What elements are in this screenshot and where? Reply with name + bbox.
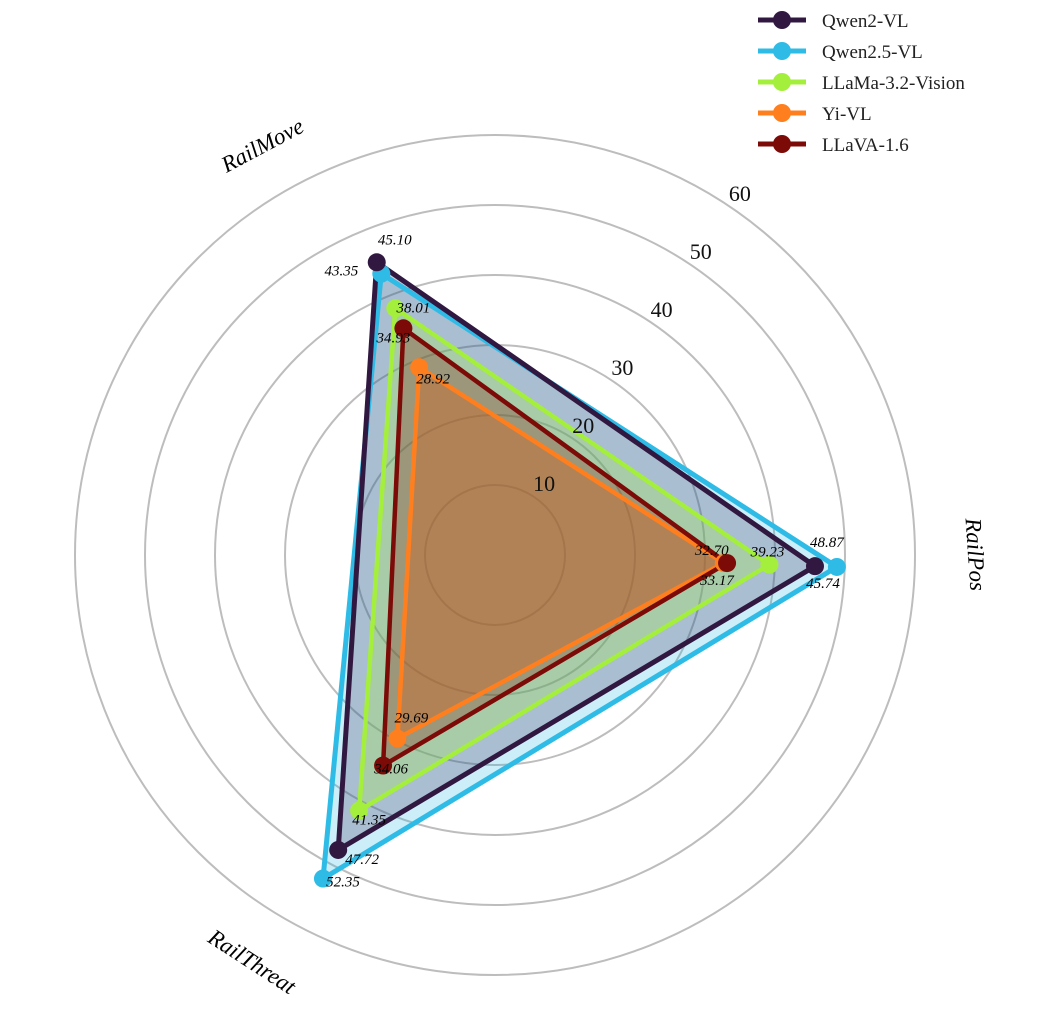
legend-label: LLaVA-1.6 xyxy=(822,135,909,156)
data-label: 48.87 xyxy=(810,535,845,551)
data-label: 28.92 xyxy=(416,371,450,387)
data-point-qwen2-vl-railpos xyxy=(805,557,824,576)
axis-label-railthreat: RailThreat xyxy=(203,924,301,1000)
grid-ring xyxy=(214,274,776,836)
data-label: 45.10 xyxy=(378,232,412,248)
series-line-yi-vl xyxy=(394,363,729,743)
data-label: 34.06 xyxy=(373,762,408,778)
data-label: 47.72 xyxy=(345,852,379,868)
series-line-layer xyxy=(320,257,842,884)
data-point-yi-vl-railmove xyxy=(410,358,429,377)
data-label: 29.69 xyxy=(395,711,429,727)
radial-tick-label: 60 xyxy=(729,181,751,206)
radial-tick-label: 40 xyxy=(651,297,673,322)
series-line-llava-1-6 xyxy=(380,324,732,770)
legend-marker xyxy=(773,135,791,153)
axis-label-railpos: RailPos xyxy=(960,516,990,591)
radial-tick-label: 10 xyxy=(533,471,555,496)
legend-label: Qwen2.5-VL xyxy=(822,42,923,63)
data-point-qwen2-vl-railthreat xyxy=(329,840,348,859)
legend-label: Qwen2-VL xyxy=(822,11,909,32)
data-label: 32.70 xyxy=(694,543,729,559)
data-point-llava-1-6-railpos xyxy=(718,554,737,573)
legend-item: Yi-VL xyxy=(758,104,872,125)
series-line-llama-3-2-vision xyxy=(356,304,774,815)
legend-label: Yi-VL xyxy=(822,104,872,125)
data-label-layer: 48.87 43.35 52.35 45.74 45.10 47.72 39.23 38.01… xyxy=(324,232,845,890)
series-line-qwen2-vl xyxy=(335,257,820,855)
legend: Qwen2-VL Qwen2.5-VL LLaMa-3.2-Vision Yi-VL L… xyxy=(758,11,965,156)
radial-tick-label: 20 xyxy=(572,413,594,438)
data-point-qwen2-5-vl-railpos xyxy=(827,557,846,576)
data-point-llava-1-6-railmove xyxy=(394,319,413,338)
legend-marker xyxy=(773,42,791,60)
legend-item: Qwen2.5-VL xyxy=(758,42,923,63)
radial-tick-label: 50 xyxy=(690,239,712,264)
data-point-qwen2-5-vl-railthreat xyxy=(313,869,332,888)
grid-ring xyxy=(424,484,566,626)
data-label: 39.23 xyxy=(750,545,785,561)
radial-tick-label: 30 xyxy=(611,355,633,380)
series-fill-llava-1-6 xyxy=(383,328,727,766)
legend-label: LLaMa-3.2-Vision xyxy=(822,73,965,94)
grid-ring xyxy=(144,204,846,906)
data-label: 34.93 xyxy=(376,330,411,346)
data-point-llama-3-2-vision-railmove xyxy=(386,299,405,318)
legend-marker xyxy=(773,104,791,122)
grid-ring xyxy=(74,134,916,976)
data-point-llama-3-2-vision-railthreat xyxy=(350,801,369,820)
data-point-qwen2-vl-railmove xyxy=(367,253,386,272)
data-point-llava-1-6-railthreat xyxy=(374,756,393,775)
data-label: 43.35 xyxy=(324,264,358,280)
axis-label-railmove: RailMove xyxy=(216,113,308,178)
series-line-qwen2-5-vl xyxy=(320,269,842,884)
data-label: 38.01 xyxy=(395,300,430,316)
series-point-layer xyxy=(313,253,846,888)
data-label: 41.35 xyxy=(352,813,386,829)
legend-marker xyxy=(773,11,791,29)
data-point-yi-vl-railthreat xyxy=(388,729,407,748)
series-fill-qwen2-vl xyxy=(338,262,815,850)
series-fill-llama-3-2-vision xyxy=(359,308,770,811)
legend-item: Qwen2-VL xyxy=(758,11,909,32)
series-fill-yi-vl xyxy=(397,367,724,739)
legend-item: LLaVA-1.6 xyxy=(758,135,909,156)
data-label: 52.35 xyxy=(326,875,360,891)
data-label: 45.74 xyxy=(806,576,840,592)
legend-marker xyxy=(773,73,791,91)
radial-tick-layer: 10 20 30 40 50 60 xyxy=(533,181,751,496)
data-point-llama-3-2-vision-railpos xyxy=(760,555,779,574)
data-label: 33.17 xyxy=(699,573,735,589)
legend-item: LLaMa-3.2-Vision xyxy=(758,73,965,94)
